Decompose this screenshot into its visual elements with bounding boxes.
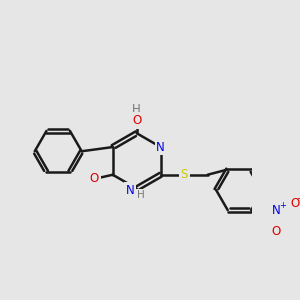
Text: N: N bbox=[272, 204, 281, 217]
Text: H: H bbox=[137, 190, 145, 200]
Text: O: O bbox=[290, 197, 299, 210]
Text: H: H bbox=[132, 103, 141, 116]
Text: O: O bbox=[272, 225, 281, 238]
Text: −: − bbox=[297, 194, 300, 204]
Text: +: + bbox=[279, 202, 286, 211]
Text: O: O bbox=[132, 114, 141, 127]
Text: O: O bbox=[90, 172, 99, 185]
Text: N: N bbox=[126, 184, 134, 197]
Text: S: S bbox=[181, 168, 188, 181]
Text: N: N bbox=[156, 141, 165, 154]
